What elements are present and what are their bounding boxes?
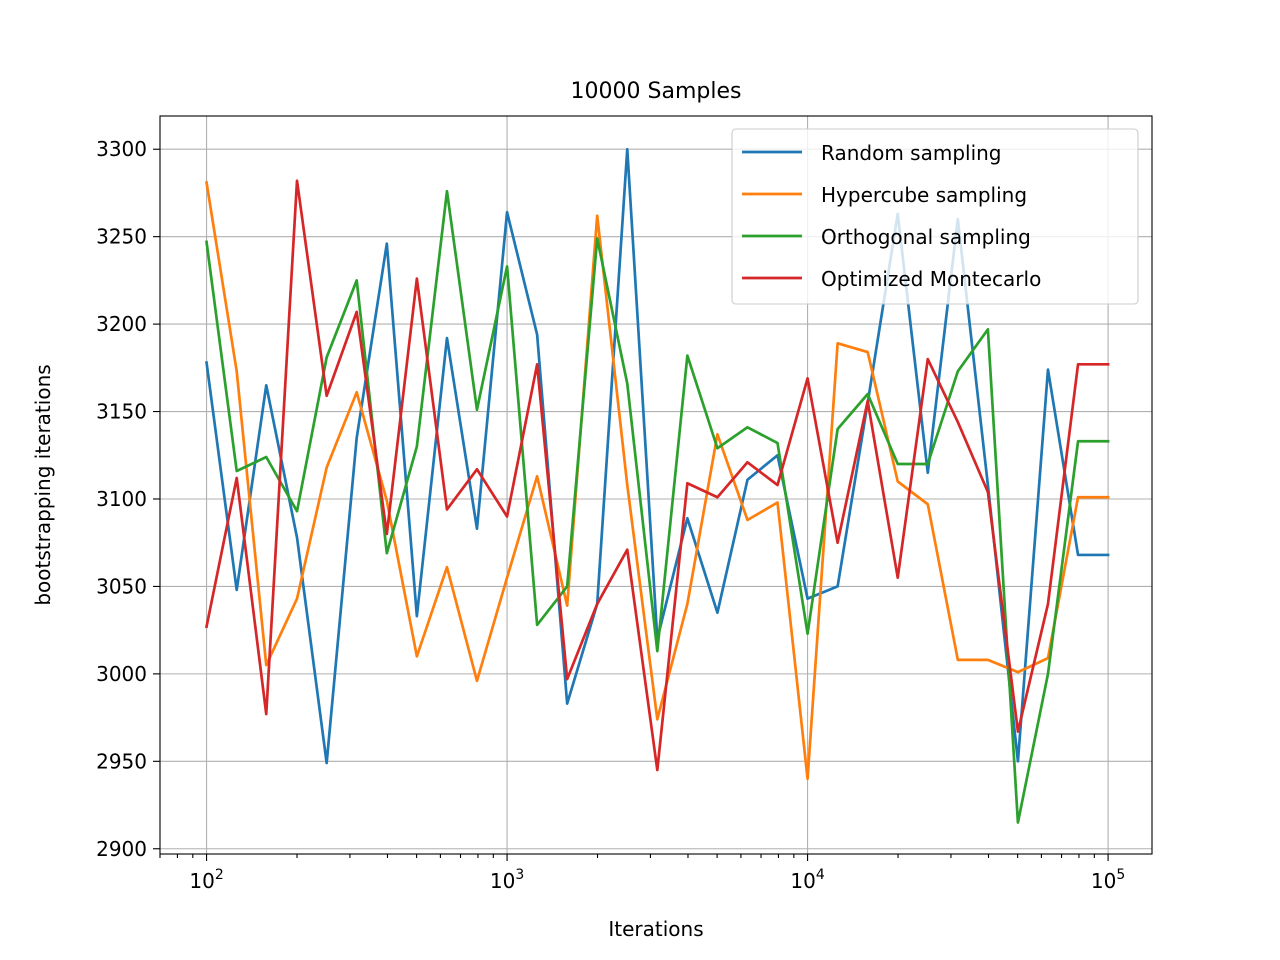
series-line [205,180,1110,781]
y-tick-label: 2950 [96,749,147,773]
y-tick-label: 3250 [96,225,147,249]
y-axis-label: bootstrapping iterations [31,364,55,605]
plot-frame [159,115,1153,855]
axis-ticks [153,148,1109,861]
x-tick-labels: 102 103 104 105 [189,867,1125,893]
legend-label: Orthogonal sampling [821,225,1031,249]
series-line [205,189,1110,824]
legend-label: Random sampling [821,141,1002,165]
y-tick-label: 3100 [96,487,147,511]
y-tick-label: 2900 [96,837,147,861]
x-tick-label: 102 [189,867,223,893]
x-tick-label: 104 [790,867,824,893]
x-tick-label: 105 [1091,867,1125,893]
y-tick-label: 3300 [96,137,147,161]
legend-box [731,128,1139,305]
legend-label: Optimized Montecarlo [821,267,1041,291]
y-tick-labels: 2900 2950 3000 3050 3100 3150 3200 3250 3300 [96,137,147,861]
legend-label: Hypercube sampling [821,183,1027,207]
x-tick-label: 103 [490,867,524,893]
x-axis-label: Iterations [608,917,703,941]
legend: Random sampling Hypercube sampling Orthogo… [731,128,1139,305]
y-tick-label: 3150 [96,400,147,424]
y-tick-label: 3050 [96,574,147,598]
series-line [204,179,1110,772]
y-tick-label: 3200 [96,312,147,336]
y-tick-label: 3000 [96,662,147,686]
chart-title: 10000 Samples [571,79,742,104]
